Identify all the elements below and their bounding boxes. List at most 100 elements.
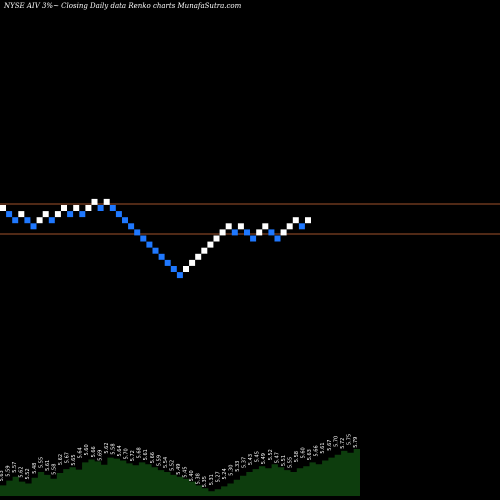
renko-brick xyxy=(18,211,25,218)
renko-brick xyxy=(30,223,37,230)
volume-value-label: 5.62 xyxy=(104,442,110,453)
renko-brick xyxy=(79,211,86,218)
renko-brick xyxy=(170,266,177,272)
volume-value-label: 5.60 xyxy=(84,444,90,455)
renko-brick xyxy=(91,198,98,205)
renko-brick xyxy=(134,229,141,236)
volume-value-label: 5.64 xyxy=(117,445,123,456)
renko-brick xyxy=(85,205,92,211)
volume-value-label: 5.55 xyxy=(38,457,44,468)
volume-value-label: 5.55 xyxy=(287,457,293,468)
renko-brick xyxy=(140,235,147,242)
volume-value-label: 5.61 xyxy=(45,460,51,471)
renko-brick xyxy=(109,205,116,211)
volume-value-label: 5.52 xyxy=(169,460,175,471)
volume-value-label: 5.47 xyxy=(274,452,280,463)
renko-brick xyxy=(67,211,74,218)
volume-value-label: 5.45 xyxy=(255,451,261,462)
chart-title: NYSE AIV 3%~ Closing Daily data Renko ch… xyxy=(4,2,242,10)
volume-value-label: 5.30 xyxy=(228,465,234,476)
volume-value-label: 5.33 xyxy=(235,461,241,472)
volume-value-label: 5.67 xyxy=(327,440,333,451)
volume-value-label: 5.62 xyxy=(19,466,25,477)
renko-brick xyxy=(115,211,122,218)
volume-value-label: 5.40 xyxy=(189,470,195,481)
volume-value-label: 5.72 xyxy=(130,450,136,461)
renko-brick xyxy=(219,229,226,236)
volume-value-label: 5.31 xyxy=(209,474,215,485)
renko-brick xyxy=(73,205,80,211)
volume-value-label: 5.61 xyxy=(143,449,149,460)
renko-brick xyxy=(97,205,104,211)
volume-value-label: 5.63 xyxy=(0,470,5,481)
volume-value-label: 5.66 xyxy=(91,446,97,457)
renko-brick xyxy=(103,198,110,205)
renko-brick xyxy=(195,253,202,260)
renko-brick xyxy=(183,266,189,272)
volume-area xyxy=(0,449,360,496)
volume-value-label: 5.52 xyxy=(268,449,274,460)
volume-value-label: 5.49 xyxy=(261,453,267,464)
volume-value-label: 5.79 xyxy=(353,437,359,448)
volume-value-label: 5.58 xyxy=(294,451,300,462)
renko-brick xyxy=(237,223,244,230)
renko-brick xyxy=(152,247,159,254)
volume-value-label: 5.51 xyxy=(281,455,287,466)
renko-brick xyxy=(207,241,214,248)
volume-value-label: 5.37 xyxy=(242,457,248,468)
renko-brick xyxy=(158,253,165,260)
volume-value-label: 5.75 xyxy=(346,434,352,445)
renko-brick xyxy=(268,229,275,236)
volume-value-label: 5.60 xyxy=(301,447,307,458)
volume-value-label: 5.48 xyxy=(32,463,38,474)
volume-value-label: 5.70 xyxy=(124,448,130,459)
volume-value-label: 5.66 xyxy=(314,445,320,456)
renko-brick xyxy=(201,247,208,254)
volume-value-label: 5.69 xyxy=(97,450,103,461)
volume-value-label: 5.58 xyxy=(110,443,116,454)
renko-brick xyxy=(280,229,287,236)
renko-brick xyxy=(164,259,171,266)
volume-value-label: 5.61 xyxy=(320,442,326,453)
volume-value-label: 5.38 xyxy=(196,473,202,484)
volume-value-label: 5.49 xyxy=(176,464,182,475)
renko-brick xyxy=(189,259,196,266)
volume-value-label: 5.45 xyxy=(183,466,189,477)
renko-brick xyxy=(274,235,281,242)
renko-brick xyxy=(298,223,305,230)
volume-value-label: 5.27 xyxy=(215,471,221,482)
volume-value-label: 5.54 xyxy=(163,457,169,468)
renko-brick xyxy=(61,205,67,211)
renko-brick xyxy=(256,229,263,236)
renko-brick xyxy=(225,223,232,230)
renko-brick xyxy=(36,217,43,224)
renko-brick xyxy=(213,235,220,242)
renko-brick xyxy=(54,211,61,218)
volume-value-label: 5.72 xyxy=(340,438,346,449)
renko-brick xyxy=(286,223,293,230)
renko-brick xyxy=(0,205,6,211)
renko-brick xyxy=(176,272,183,279)
renko-brick xyxy=(250,235,257,242)
volume-value-label: 5.66 xyxy=(150,452,156,463)
renko-brick xyxy=(128,223,135,230)
volume-value-label: 5.63 xyxy=(307,449,313,460)
renko-brick xyxy=(42,211,49,218)
volume-value-label: 5.58 xyxy=(51,464,57,475)
renko-brick xyxy=(305,217,311,224)
volume-value-label: 5.59 xyxy=(6,465,12,476)
volume-value-label: 5.35 xyxy=(202,476,208,487)
renko-brick xyxy=(122,217,128,224)
renko-brick xyxy=(292,217,299,224)
renko-brick xyxy=(12,217,19,224)
volume-value-label: 5.52 xyxy=(25,468,31,479)
volume-value-label: 5.57 xyxy=(12,462,18,473)
volume-value-label: 5.43 xyxy=(248,454,254,465)
volume-value-label: 5.70 xyxy=(333,436,339,447)
volume-value-label: 5.65 xyxy=(71,454,77,465)
renko-brick xyxy=(262,223,269,230)
volume-value-label: 5.68 xyxy=(137,447,143,458)
volume-value-label: 5.59 xyxy=(156,455,162,466)
